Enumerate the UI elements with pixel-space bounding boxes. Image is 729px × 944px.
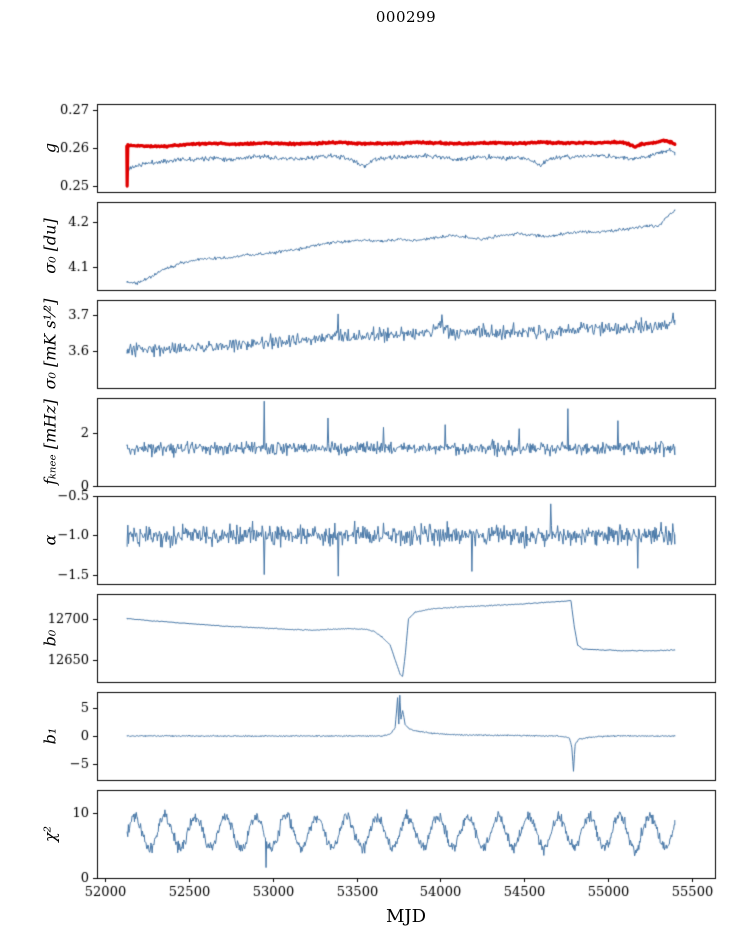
ylabel-g: g	[40, 142, 60, 154]
ylabel-alpha: α	[40, 534, 60, 546]
ylabel-b0: b₀	[40, 629, 60, 647]
ylabel-b1: b₁	[40, 727, 60, 745]
ylabel-sigma0-du: σ₀ [du]	[40, 218, 60, 274]
ylabel-fknee: fₖₙₑₑ [mHz]	[40, 399, 60, 485]
figure-title: 000299	[375, 8, 437, 26]
x-axis-label: MJD	[385, 906, 427, 927]
ylabel-sigma0-mks: σ₀ [mK s¹⁄²]	[40, 298, 60, 390]
ylabel-chi2: χ²	[40, 825, 60, 843]
